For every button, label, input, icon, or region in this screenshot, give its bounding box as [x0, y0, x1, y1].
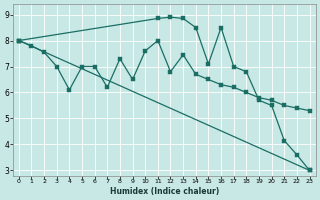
X-axis label: Humidex (Indice chaleur): Humidex (Indice chaleur)	[109, 187, 219, 196]
